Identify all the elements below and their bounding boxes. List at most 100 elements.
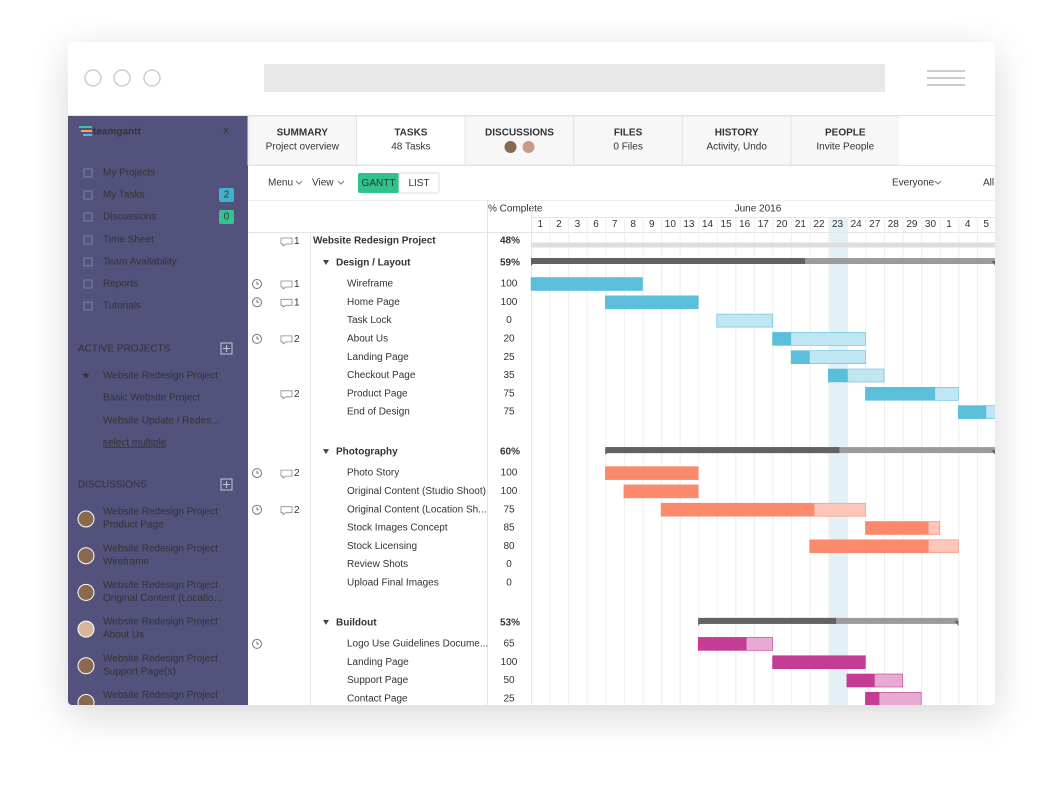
task-bar-progress[interactable] bbox=[828, 369, 848, 382]
task-name[interactable]: Home Page bbox=[347, 297, 400, 308]
tab-subtitle[interactable]: 48 Tasks bbox=[391, 142, 430, 153]
close-button[interactable]: x bbox=[224, 126, 229, 137]
task-bar-progress[interactable] bbox=[791, 350, 810, 364]
task-name[interactable]: Photo Story bbox=[347, 468, 399, 479]
task-name[interactable]: Wireframe bbox=[347, 279, 394, 290]
project-name[interactable]: Website Redesign Project bbox=[313, 236, 436, 247]
task-name[interactable]: Product Page bbox=[347, 388, 408, 399]
nav-item[interactable]: Time Sheet bbox=[103, 235, 154, 246]
tab[interactable] bbox=[247, 115, 358, 166]
comment-count[interactable]: 2 bbox=[294, 389, 300, 400]
task-name[interactable]: Original Content (Location Sh... bbox=[347, 504, 487, 515]
tab-title[interactable]: PEOPLE bbox=[825, 128, 866, 139]
task-bar-progress[interactable] bbox=[772, 655, 866, 669]
discussion-task[interactable]: Product Page bbox=[103, 520, 164, 531]
task-bar-progress[interactable] bbox=[865, 692, 880, 705]
tab-title[interactable]: DISCUSSIONS bbox=[485, 128, 554, 139]
discussion-project[interactable]: Website Redesign Project bbox=[103, 580, 218, 591]
menu-button[interactable]: Menu bbox=[268, 178, 293, 189]
window-button[interactable] bbox=[113, 69, 131, 87]
comment-count[interactable]: 2 bbox=[294, 505, 300, 516]
list-toggle-label[interactable]: LIST bbox=[408, 178, 429, 189]
task-bar-progress[interactable] bbox=[846, 674, 875, 687]
nav-item[interactable]: Team Availability bbox=[103, 257, 177, 268]
nav-item[interactable]: Tutorials bbox=[103, 301, 141, 312]
discussion-project[interactable]: Website Redesign Project bbox=[103, 617, 218, 628]
add-discussion[interactable] bbox=[220, 478, 233, 491]
discussion-project[interactable]: Website Redesign Project bbox=[103, 543, 218, 554]
window-button[interactable] bbox=[84, 69, 102, 87]
group-name[interactable]: Photography bbox=[336, 447, 398, 458]
task-name[interactable]: Review Shots bbox=[347, 559, 408, 570]
task-name[interactable]: Checkout Page bbox=[347, 370, 416, 381]
task-bar-progress[interactable] bbox=[865, 521, 929, 535]
task-name[interactable]: Task Lock bbox=[347, 315, 392, 326]
task-bar-progress[interactable] bbox=[809, 539, 929, 553]
task-name[interactable]: Original Content (Studio Shoot) bbox=[347, 486, 486, 497]
group-name[interactable]: Design / Layout bbox=[336, 258, 411, 269]
discussion-project[interactable]: Website Redesign Project bbox=[103, 507, 218, 518]
clock-icon[interactable] bbox=[252, 638, 262, 649]
task-name[interactable]: Stock Images Concept bbox=[347, 523, 448, 534]
task-bar-progress[interactable] bbox=[865, 387, 936, 401]
comment-count[interactable]: 2 bbox=[294, 334, 300, 345]
tab-subtitle[interactable]: Invite People bbox=[816, 142, 874, 153]
task-name[interactable]: Landing Page bbox=[347, 657, 409, 668]
task-bar[interactable] bbox=[716, 313, 773, 328]
task-bar-progress[interactable] bbox=[772, 332, 792, 346]
gantt-toggle-label[interactable]: GANTT bbox=[362, 178, 396, 189]
project-link[interactable]: Website Update / Redes... bbox=[103, 416, 220, 427]
tab[interactable] bbox=[681, 115, 792, 166]
task-name[interactable]: Upload Final Images bbox=[347, 578, 439, 589]
clock-icon[interactable] bbox=[252, 333, 262, 344]
discussion-task[interactable]: Support Page(s) bbox=[103, 666, 176, 677]
task-bar-progress[interactable] bbox=[605, 466, 699, 480]
tab-title[interactable]: HISTORY bbox=[715, 128, 759, 139]
nav-item[interactable]: Discussions bbox=[103, 212, 156, 223]
collapse-arrow[interactable] bbox=[323, 619, 329, 625]
discussion-project[interactable]: Website Redesign Project bbox=[103, 653, 218, 664]
tab[interactable] bbox=[464, 115, 575, 166]
discussion-task[interactable]: Wireframe bbox=[103, 556, 150, 567]
nav-item[interactable]: My Projects bbox=[103, 168, 155, 179]
tab-subtitle[interactable]: 0 Files bbox=[613, 142, 642, 153]
collapse-arrow[interactable] bbox=[323, 449, 329, 455]
task-name[interactable]: Contact Page bbox=[347, 693, 408, 704]
task-bar-progress[interactable] bbox=[531, 277, 643, 291]
task-bar-progress[interactable] bbox=[623, 484, 699, 498]
filter-dropdown[interactable]: Everyone bbox=[892, 178, 935, 189]
task-name[interactable]: End of Design bbox=[347, 407, 410, 418]
group-name[interactable]: Buildout bbox=[336, 618, 377, 629]
select-multiple[interactable]: select multiple bbox=[103, 438, 167, 449]
tab[interactable] bbox=[356, 115, 466, 166]
discussion-task[interactable]: Original Content (Locatio... bbox=[103, 593, 222, 604]
collapse-arrow[interactable] bbox=[323, 260, 329, 265]
nav-item[interactable]: Reports bbox=[103, 279, 138, 290]
project-link[interactable]: Basic Website Project bbox=[103, 393, 200, 404]
comment-count[interactable]: 2 bbox=[294, 468, 300, 479]
tab-subtitle[interactable]: Activity, Undo bbox=[707, 142, 768, 153]
add-project[interactable] bbox=[220, 342, 233, 355]
window-button[interactable] bbox=[143, 69, 161, 87]
task-name[interactable]: Landing Page bbox=[347, 352, 409, 363]
list-toggle[interactable] bbox=[398, 172, 440, 194]
gantt-toggle[interactable] bbox=[358, 173, 399, 193]
tab[interactable] bbox=[573, 115, 683, 166]
nav-item[interactable]: My Tasks bbox=[103, 190, 145, 201]
task-name[interactable]: Support Page bbox=[347, 675, 409, 686]
hamburger[interactable] bbox=[927, 70, 965, 86]
discussion-project[interactable]: Website Redesign Project bbox=[103, 690, 218, 701]
comment-count[interactable]: 1 bbox=[294, 279, 300, 290]
tab-subtitle[interactable]: Project overview bbox=[266, 142, 340, 153]
task-name[interactable]: Logo Use Guidelines Docume... bbox=[347, 639, 488, 650]
tab[interactable] bbox=[790, 115, 901, 166]
tab-title[interactable]: TASKS bbox=[394, 128, 427, 139]
all-dropdown[interactable]: All bbox=[983, 178, 994, 189]
clock-icon[interactable] bbox=[252, 504, 262, 515]
task-name[interactable]: About Us bbox=[347, 334, 388, 345]
task-bar-progress[interactable] bbox=[958, 405, 987, 419]
tab-title[interactable]: FILES bbox=[614, 128, 643, 139]
address-bar[interactable] bbox=[264, 64, 885, 92]
task-bar-progress[interactable] bbox=[698, 637, 747, 651]
clock-icon[interactable] bbox=[252, 468, 262, 479]
